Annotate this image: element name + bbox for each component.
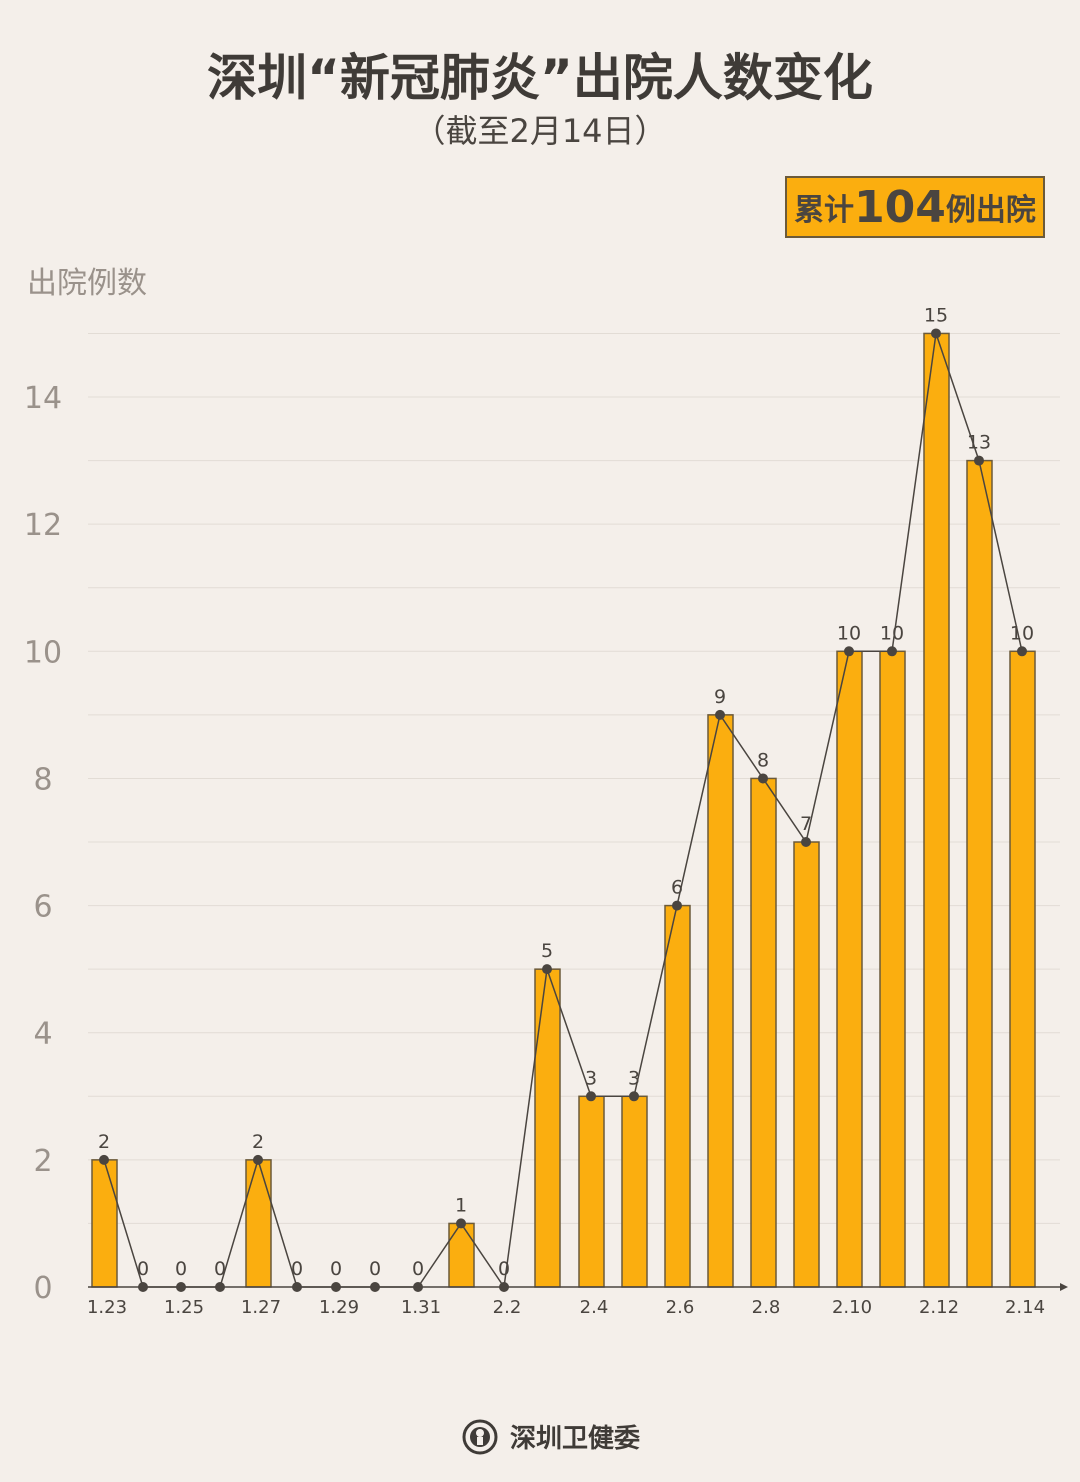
- data-label: 1: [455, 1194, 467, 1216]
- bar: [879, 650, 906, 1288]
- data-label: 7: [800, 813, 812, 835]
- y-tick-label: 8: [33, 762, 52, 797]
- data-point: [844, 646, 854, 657]
- x-tick-label: 2.12: [919, 1297, 959, 1318]
- y-tick-label: 0: [33, 1271, 52, 1306]
- bar: [448, 1222, 475, 1288]
- data-point: [629, 1091, 639, 1102]
- y-tick-label: 6: [33, 890, 52, 925]
- data-point: [456, 1218, 466, 1229]
- chart-subtitle: （截至2月14日）: [413, 112, 667, 150]
- bar: [245, 1159, 272, 1288]
- footer-org: 深圳卫健委: [510, 1424, 641, 1454]
- data-label: 9: [714, 686, 726, 708]
- data-label: 3: [585, 1067, 597, 1089]
- data-point: [801, 837, 811, 848]
- x-tick-label: 2.6: [666, 1297, 695, 1318]
- data-point: [672, 900, 682, 911]
- x-tick-label: 1.27: [241, 1297, 281, 1318]
- total-badge: 累计 104 例出院: [785, 176, 1045, 238]
- x-tick-label: 1.25: [164, 1297, 204, 1318]
- data-point: [974, 455, 984, 466]
- bar: [966, 459, 993, 1288]
- footer: 深圳卫健委: [462, 1418, 640, 1455]
- bar: [793, 841, 820, 1288]
- data-label: 2: [98, 1131, 110, 1153]
- data-point: [1017, 646, 1027, 657]
- data-label: 0: [498, 1258, 510, 1280]
- badge-number: 104: [854, 181, 946, 233]
- data-point: [292, 1282, 302, 1292]
- badge-prefix: 累计: [794, 193, 855, 228]
- data-point: [215, 1282, 225, 1292]
- data-point: [413, 1282, 423, 1292]
- data-point: [887, 646, 897, 657]
- x-tick-label: 2.14: [1005, 1297, 1045, 1318]
- y-tick-label: 14: [24, 381, 62, 416]
- bar: [91, 1159, 118, 1288]
- x-tick-label: 1.23: [87, 1297, 127, 1318]
- data-point: [715, 709, 725, 720]
- health-commission-seal-icon: [462, 1419, 498, 1454]
- data-label: 0: [369, 1258, 381, 1280]
- y-tick-label: 4: [33, 1017, 52, 1052]
- data-label: 0: [214, 1258, 226, 1280]
- data-label: 8: [757, 749, 769, 771]
- bar: [534, 968, 561, 1288]
- data-label: 6: [671, 877, 683, 899]
- data-point: [370, 1282, 380, 1292]
- data-label: 0: [137, 1258, 149, 1280]
- data-point: [176, 1282, 186, 1292]
- x-tick-label: 1.31: [401, 1297, 441, 1318]
- data-point: [138, 1282, 148, 1292]
- y-tick-label: 2: [33, 1144, 52, 1179]
- data-point: [586, 1091, 596, 1102]
- bar: [836, 650, 863, 1288]
- chart-title: 深圳“新冠肺炎”出院人数变化: [207, 49, 873, 107]
- data-label: 0: [175, 1258, 187, 1280]
- x-tick-label: 2.8: [752, 1297, 781, 1318]
- data-label: 13: [967, 432, 991, 454]
- data-point: [331, 1282, 341, 1292]
- data-label: 5: [541, 940, 553, 962]
- data-point: [758, 773, 768, 784]
- data-label: 10: [880, 622, 904, 644]
- badge-suffix: 例出院: [945, 193, 1036, 228]
- bar: [750, 777, 777, 1288]
- data-point: [499, 1282, 509, 1292]
- y-axis-label: 出院例数: [27, 266, 147, 301]
- data-point: [253, 1154, 263, 1165]
- x-axis-arrow: [1060, 1283, 1068, 1291]
- y-tick-label: 10: [24, 635, 62, 670]
- bar: [923, 332, 950, 1288]
- bar: [578, 1095, 605, 1288]
- data-point: [542, 964, 552, 975]
- bar: [621, 1095, 648, 1288]
- data-label: 10: [1010, 622, 1034, 644]
- x-tick-label: 2.10: [832, 1297, 872, 1318]
- data-label: 3: [628, 1067, 640, 1089]
- data-label: 0: [291, 1258, 303, 1280]
- x-tick-label: 2.2: [493, 1297, 522, 1318]
- bar: [1009, 650, 1036, 1288]
- y-tick-label: 12: [24, 508, 62, 543]
- data-label: 10: [837, 622, 861, 644]
- data-label: 0: [330, 1258, 342, 1280]
- bar: [707, 714, 734, 1288]
- data-label: 15: [924, 304, 948, 326]
- bar: [664, 904, 691, 1288]
- x-tick-label: 2.4: [580, 1297, 609, 1318]
- data-point: [99, 1154, 109, 1165]
- data-label: 2: [252, 1131, 264, 1153]
- data-point: [931, 328, 941, 339]
- data-label: 0: [412, 1258, 424, 1280]
- x-tick-label: 1.29: [319, 1297, 359, 1318]
